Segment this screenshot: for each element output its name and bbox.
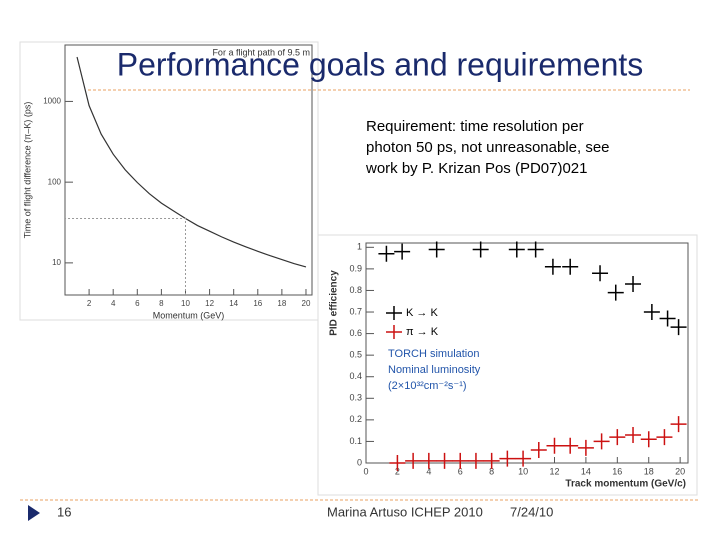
x-tick-label: 16 [253, 299, 262, 308]
data-point [562, 258, 579, 275]
legend-symbol [386, 325, 402, 339]
x-tick-label: 6 [458, 466, 463, 476]
data-point [640, 431, 657, 448]
plot-area [365, 242, 689, 464]
data-point [609, 429, 626, 446]
data-point [472, 241, 489, 258]
y-tick-label: 0.1 [349, 436, 362, 446]
data-point [544, 258, 561, 275]
data-point [499, 450, 516, 467]
y-tick-label: 0.8 [349, 285, 362, 295]
x-tick-label: 14 [229, 299, 238, 308]
body-text: work by P. Krizan Pos (PD07)021 [365, 160, 588, 177]
footer: Marina Artuso ICHEP 2010 [327, 504, 483, 519]
data-point [452, 452, 469, 469]
y-axis-label: Time of flight difference (π–K) (ps) [22, 102, 32, 239]
data-point [656, 429, 673, 446]
x-tick-label: 18 [644, 466, 654, 476]
data-point [670, 416, 687, 433]
x-tick-label: 2 [395, 466, 400, 476]
x-tick-label: 10 [518, 466, 528, 476]
data-point [527, 241, 544, 258]
y-tick-label: 0.7 [349, 306, 362, 316]
data-point [378, 245, 395, 262]
y-tick-label: 0.4 [349, 371, 362, 381]
x-tick-label: 2 [87, 299, 92, 308]
page-number: 16 [57, 504, 71, 519]
y-tick-label: 0.9 [349, 263, 362, 273]
annotation: TORCH simulation [388, 348, 480, 360]
y-tick-label: 0 [357, 457, 362, 467]
x-tick-label: 10 [181, 299, 190, 308]
body-text: Requirement: time resolution per [366, 118, 584, 135]
data-point [592, 265, 609, 282]
annotation: (2×10³²cm⁻²s⁻¹) [388, 380, 467, 392]
x-tick-label: 4 [426, 466, 431, 476]
x-tick-label: 18 [277, 299, 286, 308]
data-point [428, 241, 445, 258]
x-axis-label: Momentum (GeV) [153, 310, 225, 320]
data-point [577, 439, 594, 456]
y-tick-label: 0.5 [349, 350, 362, 360]
y-tick-label: 0.3 [349, 393, 362, 403]
x-tick-label: 4 [111, 299, 116, 308]
data-point [436, 452, 453, 469]
x-tick-label: 6 [135, 299, 140, 308]
annotation: Nominal luminosity [388, 364, 481, 376]
x-tick-label: 14 [581, 466, 591, 476]
data-point [515, 450, 532, 467]
x-tick-label: 16 [612, 466, 622, 476]
y-tick-label: 1000 [43, 97, 61, 106]
date: 7/24/10 [510, 504, 553, 519]
data-point [394, 243, 411, 260]
data-point [508, 241, 525, 258]
data-point [607, 284, 624, 301]
data-point [593, 433, 610, 450]
x-axis-label: Track momentum (GeV/c) [565, 479, 686, 490]
data-point [389, 455, 406, 471]
data-point [420, 452, 437, 469]
y-tick-label: 1 [357, 242, 362, 252]
data-point [643, 304, 660, 321]
data-point [467, 452, 484, 469]
plot-area [64, 44, 313, 296]
legend-label: π → K [406, 326, 439, 338]
body-text: photon 50 ps, not unreasonable, see [366, 139, 610, 156]
y-tick-label: 0.6 [349, 328, 362, 338]
x-tick-label: 20 [675, 466, 685, 476]
x-tick-label: 20 [302, 299, 311, 308]
data-point [530, 442, 547, 459]
guide-line [65, 217, 186, 295]
chart-title: For a flight path of 9.5 m [212, 47, 310, 57]
x-tick-label: 8 [159, 299, 164, 308]
data-point [483, 452, 500, 469]
data-point [405, 452, 422, 469]
x-tick-label: 8 [489, 466, 494, 476]
slide-title: Performance goals and requirements [117, 46, 644, 82]
data-point [659, 310, 676, 327]
legend-symbol [386, 306, 402, 320]
page-arrow [28, 505, 40, 521]
x-tick-label: 12 [549, 466, 559, 476]
data-point [562, 437, 579, 454]
y-tick-label: 0.2 [349, 414, 362, 424]
x-tick-label: 12 [205, 299, 214, 308]
data-line [76, 56, 307, 268]
data-point [625, 275, 642, 292]
chart-frame [19, 41, 319, 321]
data-point [670, 319, 687, 336]
data-point [546, 437, 563, 454]
y-tick-label: 10 [52, 258, 61, 267]
legend-label: K → K [406, 307, 438, 319]
x-tick-label: 0 [363, 466, 368, 476]
data-point [625, 426, 642, 443]
y-tick-label: 100 [48, 177, 62, 186]
y-axis-label: PID efficiency [329, 270, 340, 336]
